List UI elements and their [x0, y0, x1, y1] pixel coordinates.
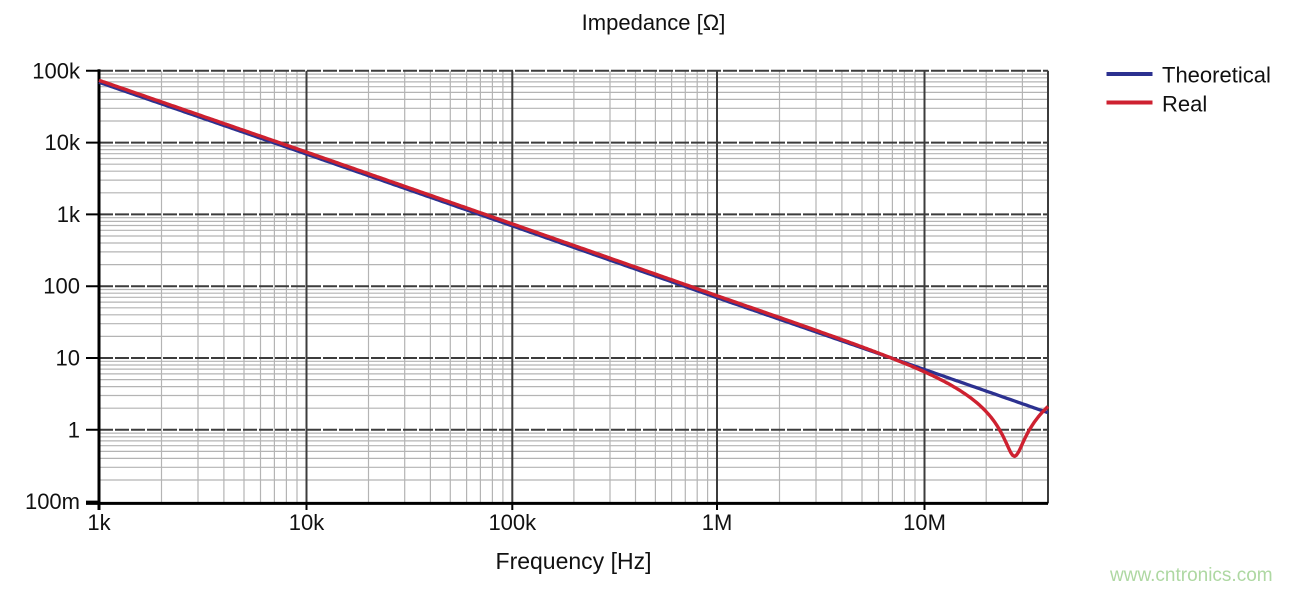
svg-text:100: 100: [43, 274, 80, 299]
svg-text:100m: 100m: [25, 489, 80, 514]
svg-text:Theoretical: Theoretical: [1162, 63, 1271, 88]
svg-text:1M: 1M: [702, 510, 733, 535]
svg-text:1k: 1k: [87, 510, 111, 535]
svg-text:10M: 10M: [903, 510, 946, 535]
svg-text:100k: 100k: [488, 510, 537, 535]
svg-text:10k: 10k: [45, 130, 81, 155]
svg-text:Impedance [Ω]: Impedance [Ω]: [582, 10, 726, 35]
svg-text:1k: 1k: [57, 202, 81, 227]
svg-text:1: 1: [68, 417, 80, 442]
svg-text:10: 10: [56, 346, 80, 371]
svg-text:100k: 100k: [32, 58, 81, 83]
svg-text:10k: 10k: [289, 510, 325, 535]
svg-text:www.cntronics.com: www.cntronics.com: [1109, 565, 1273, 586]
svg-text:Real: Real: [1162, 92, 1207, 117]
svg-text:Frequency [Hz]: Frequency [Hz]: [496, 548, 652, 574]
